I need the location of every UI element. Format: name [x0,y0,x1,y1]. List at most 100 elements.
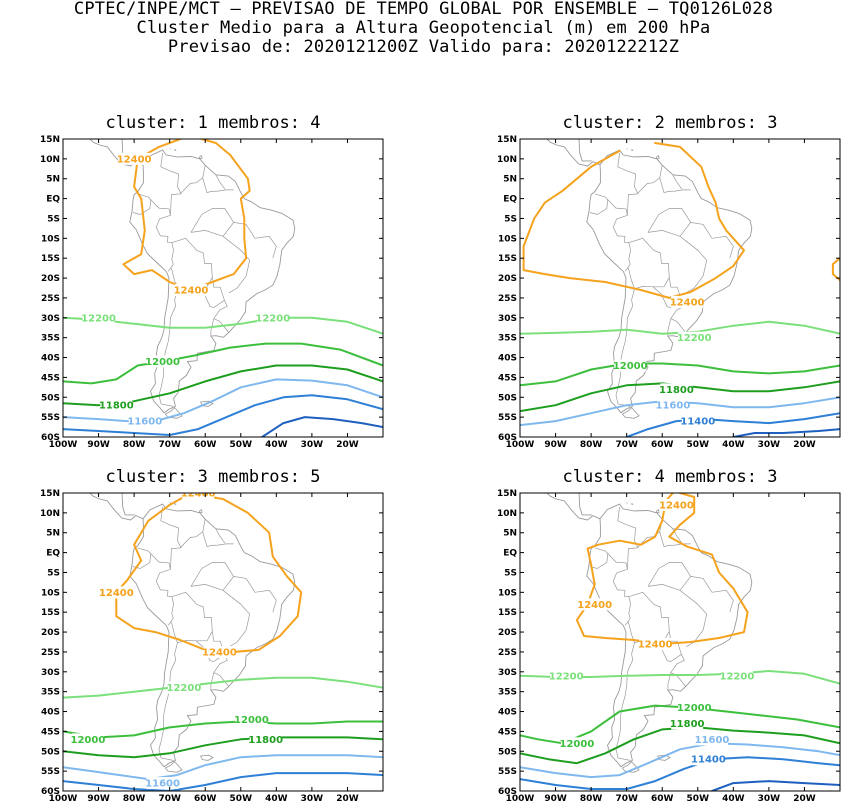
contour-label: 11400 [680,417,715,428]
contour-label: 12000 [145,357,180,368]
contour-label: 12200 [255,313,290,324]
lat-tick-label: 10S [41,234,60,244]
lon-tick-label: 100W [506,794,535,803]
lat-tick-label: EQ [46,195,60,205]
lon-tick-label: 90W [544,440,567,450]
contour-label: 12000 [559,739,594,750]
contour-label-bg [671,295,704,308]
country-border [652,631,682,662]
map-area: 12400 12400 12400 12200 12200 12000 12000 11800… [490,489,847,803]
contour-label: 12400 [181,489,216,500]
lon-tick-label: 90W [87,440,110,450]
country-border [222,576,277,613]
lon-tick-label: 30W [301,440,324,450]
contour-label: 12400 [174,285,209,296]
contour-label-bg [146,777,179,790]
central-america-coastline [546,493,601,521]
header-line-2: Cluster Medio para a Altura Geopotencial… [136,18,711,38]
contour-label: 12000 [677,703,712,714]
map-frame [62,492,384,792]
country-border [637,177,660,195]
country-border [213,300,229,333]
lon-tick-label: 20W [793,440,816,450]
caribbean-island [169,502,171,504]
lat-tick-label: 25S [498,294,517,304]
lat-tick-label: 35S [41,334,60,344]
map-content: 12400 12200 12000 11800 11600 11400 [520,139,840,437]
lat-tick-label: 35S [41,688,60,698]
caribbean-island [198,155,203,159]
contour-label: 11600 [655,401,690,412]
panel-cluster-3: cluster: 3 membros: 5 12400 12400 12400 122… [33,467,393,803]
lat-tick-label: 15S [498,254,517,264]
country-border [202,165,234,194]
country-border [670,654,686,687]
panel-cluster-4: cluster: 4 membros: 3 12400 12400 12400 122… [490,467,847,803]
lon-tick-label: 100W [49,440,78,450]
lon-tick-label: 90W [87,794,110,803]
lon-tick-label: 60W [651,440,674,450]
contour-line [520,704,840,745]
figure-header: CPTEC/INPE/MCT – PREVISAO DE TEMPO GLOBA… [0,0,847,57]
country-border [667,672,672,691]
lat-tick-label: 15S [41,608,60,618]
lat-tick-label: 50S [498,393,517,403]
lon-tick-label: 40W [265,794,288,803]
map-area: 12400 12200 12000 11800 11600 11400 15N 10N 5N EQ… [490,135,847,450]
lon-tick-label: 100W [506,440,535,450]
lon-tick-label: 80W [580,440,603,450]
contour-label: 12400 [670,297,705,308]
caribbean-island [655,155,660,159]
lat-tick-label: 25S [41,648,60,658]
contour-label-bg [100,586,133,599]
contour-label-bg [128,415,161,428]
contour-line [63,676,383,699]
contour-label-bg [639,637,672,650]
map-svg: 12400 12400 12200 12200 12000 11800 11600 15N 10… [40,135,384,450]
lon-tick-label: 60W [651,794,674,803]
tierra-del-fuego [164,761,183,773]
contour-label-bg [720,669,753,682]
lat-tick-label: 50S [41,747,60,757]
caribbean-island [173,503,177,505]
caribbean-island [173,149,177,151]
lon-tick-label: 60W [194,794,217,803]
lat-tick-label: 45S [41,727,60,737]
contour-label-bg [118,152,151,165]
lat-tick-label: 30S [498,314,517,324]
contour-label: 11800 [248,735,283,746]
lat-tick-label: EQ [46,549,60,559]
lon-tick-label: 20W [336,794,359,803]
contour-label-bg [100,399,133,412]
contour-label-bg [678,701,711,714]
lat-tick-label: 30S [41,314,60,324]
caribbean-island [630,149,634,151]
lon-tick-label: 70W [158,440,181,450]
lon-tick-label: 100W [49,794,78,803]
lat-tick-label: 50S [41,393,60,403]
panel-title: cluster: 2 membros: 3 [562,113,778,133]
lat-tick-label: 55S [498,767,517,777]
map-area: 12400 12400 12400 12200 12000 12000 11800 11600… [33,489,393,803]
lat-tick-label: 10S [498,234,517,244]
caribbean-island [655,509,660,513]
lat-tick-label: 15N [40,135,60,145]
contour-label: 11600 [695,735,730,746]
map-frame [519,492,841,792]
country-border [672,174,683,190]
lat-tick-label: 10S [498,588,517,598]
lat-tick-label: 5S [47,214,60,224]
lat-tick-label: 20S [498,274,517,284]
lon-tick-label: 80W [123,440,146,450]
contour-line [63,736,383,759]
lat-tick-label: 55S [41,767,60,777]
lon-tick-label: 50W [687,794,710,803]
contour-line [625,412,840,437]
contour-line [63,342,383,385]
lat-tick-label: 20S [498,628,517,638]
lat-tick-label: 30S [498,668,517,678]
contour-label-bg [550,669,583,682]
country-border [132,193,152,215]
panel-cluster-1: cluster: 1 membros: 4 12400 12400 12200 122… [33,113,393,450]
lat-tick-label: 25S [41,294,60,304]
